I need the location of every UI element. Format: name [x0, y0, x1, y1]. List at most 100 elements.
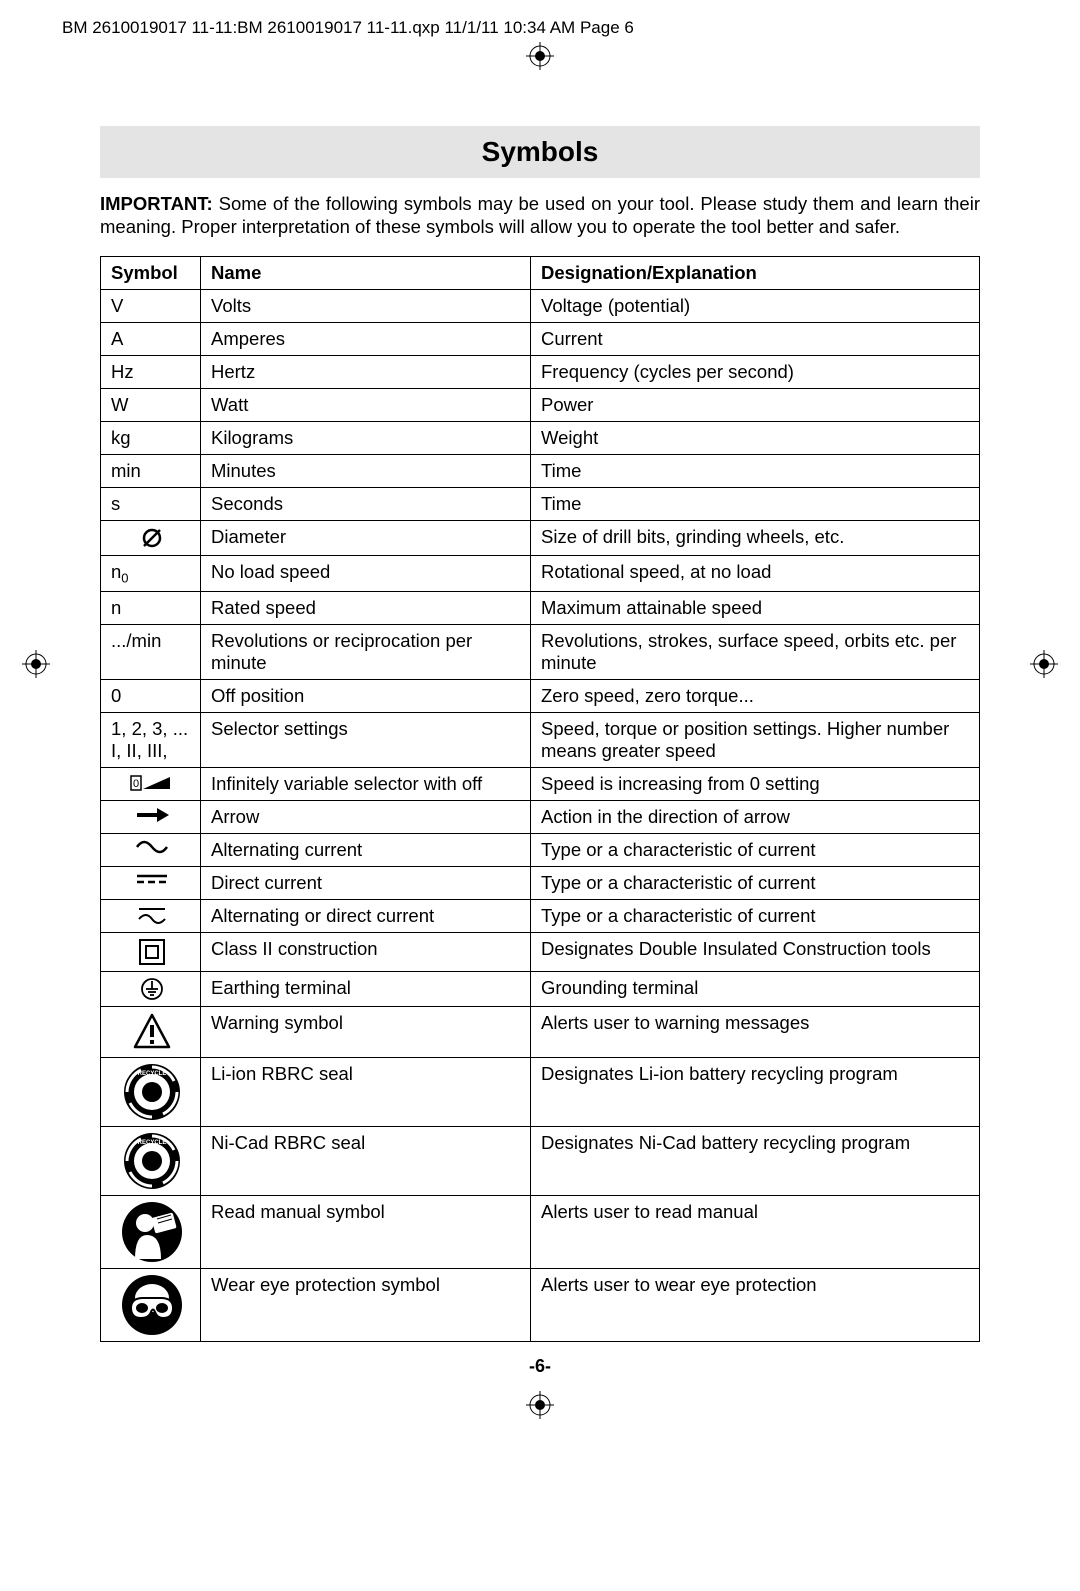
explanation-cell: Alerts user to wear eye protection [531, 1268, 980, 1341]
name-cell: Read manual symbol [201, 1195, 531, 1268]
explanation-cell: Revolutions, strokes, surface speed, orb… [531, 624, 980, 679]
page-number: -6- [100, 1356, 980, 1377]
table-row: HzHertzFrequency (cycles per second) [101, 356, 980, 389]
explanation-cell: Type or a characteristic of current [531, 866, 980, 899]
table-row: 0Infinitely variable selector with offSp… [101, 767, 980, 800]
name-cell: Rated speed [201, 591, 531, 624]
symbol-cell [101, 521, 201, 556]
explanation-cell: Type or a characteristic of current [531, 899, 980, 932]
symbol-cell [101, 971, 201, 1006]
ramp-icon: 0 [111, 773, 192, 793]
name-cell: Ni-Cad RBRC seal [201, 1126, 531, 1195]
registration-mark-top-icon [526, 42, 554, 70]
table-row: 0Off positionZero speed, zero torque... [101, 679, 980, 712]
col-header-explanation: Designation/Explanation [531, 257, 980, 290]
intro-text: Some of the following symbols may be use… [100, 193, 980, 237]
rbrc-icon: RECYCLE [111, 1132, 192, 1190]
name-cell: Watt [201, 389, 531, 422]
name-cell: Wear eye protection symbol [201, 1268, 531, 1341]
dc-icon [111, 872, 192, 886]
symbol-cell: n [101, 591, 201, 624]
name-cell: Hertz [201, 356, 531, 389]
symbol-cell: kg [101, 422, 201, 455]
rbrc-icon: RECYCLE [111, 1063, 192, 1121]
symbol-cell: Hz [101, 356, 201, 389]
symbol-cell: s [101, 488, 201, 521]
name-cell: Warning symbol [201, 1006, 531, 1057]
col-header-symbol: Symbol [101, 257, 201, 290]
explanation-cell: Time [531, 455, 980, 488]
name-cell: Volts [201, 290, 531, 323]
table-row: Read manual symbolAlerts user to read ma… [101, 1195, 980, 1268]
registration-mark-left-icon [22, 650, 50, 678]
symbol-cell [101, 932, 201, 971]
warning-icon [111, 1012, 192, 1052]
table-row: nRated speedMaximum attainable speed [101, 591, 980, 624]
svg-text:0: 0 [132, 778, 138, 790]
svg-text:RECYCLE: RECYCLE [137, 1071, 166, 1077]
table-header-row: Symbol Name Designation/Explanation [101, 257, 980, 290]
symbol-cell [101, 866, 201, 899]
explanation-cell: Time [531, 488, 980, 521]
registration-mark-right-icon [1030, 650, 1058, 678]
page-title: Symbols [100, 126, 980, 178]
table-row: RECYCLELi-ion RBRC sealDesignates Li-ion… [101, 1057, 980, 1126]
name-cell: Earthing terminal [201, 971, 531, 1006]
registration-mark-bottom-icon [526, 1391, 554, 1419]
explanation-cell: Frequency (cycles per second) [531, 356, 980, 389]
explanation-cell: Weight [531, 422, 980, 455]
name-cell: Alternating or direct current [201, 899, 531, 932]
name-cell: Revolutions or reciprocation per minute [201, 624, 531, 679]
svg-text:RECYCLE: RECYCLE [137, 1140, 166, 1146]
symbol-cell: RECYCLE [101, 1057, 201, 1126]
name-cell: Infinitely variable selector with off [201, 767, 531, 800]
name-cell: Minutes [201, 455, 531, 488]
name-cell: Class II construction [201, 932, 531, 971]
explanation-cell: Power [531, 389, 980, 422]
symbol-cell: 0 [101, 679, 201, 712]
explanation-cell: Grounding terminal [531, 971, 980, 1006]
name-cell: Kilograms [201, 422, 531, 455]
table-row: AAmperesCurrent [101, 323, 980, 356]
table-row: ArrowAction in the direction of arrow [101, 800, 980, 833]
print-header: BM 2610019017 11-11:BM 2610019017 11-11.… [0, 18, 1080, 38]
table-row: minMinutesTime [101, 455, 980, 488]
symbol-cell [101, 1195, 201, 1268]
explanation-cell: Alerts user to read manual [531, 1195, 980, 1268]
symbol-cell: RECYCLE [101, 1126, 201, 1195]
table-row: VVoltsVoltage (potential) [101, 290, 980, 323]
explanation-cell: Rotational speed, at no load [531, 556, 980, 592]
table-row: sSecondsTime [101, 488, 980, 521]
explanation-cell: Maximum attainable speed [531, 591, 980, 624]
acdc-icon [111, 905, 192, 925]
explanation-cell: Designates Double Insulated Construction… [531, 932, 980, 971]
explanation-cell: Alerts user to warning messages [531, 1006, 980, 1057]
explanation-cell: Speed, torque or position settings. High… [531, 712, 980, 767]
table-row: kgKilogramsWeight [101, 422, 980, 455]
diameter-icon [111, 526, 192, 550]
symbol-cell [101, 899, 201, 932]
intro-paragraph: IMPORTANT: Some of the following symbols… [100, 192, 980, 238]
symbols-table: Symbol Name Designation/Explanation VVol… [100, 256, 980, 1342]
symbol-cell: 1, 2, 3, ...I, II, III, [101, 712, 201, 767]
symbol-cell: A [101, 323, 201, 356]
symbol-cell [101, 1268, 201, 1341]
table-row: Direct currentType or a characteristic o… [101, 866, 980, 899]
symbol-cell: 0 [101, 767, 201, 800]
explanation-cell: Action in the direction of arrow [531, 800, 980, 833]
page: BM 2610019017 11-11:BM 2610019017 11-11.… [0, 0, 1080, 1459]
table-row: Class II constructionDesignates Double I… [101, 932, 980, 971]
name-cell: Seconds [201, 488, 531, 521]
explanation-cell: Zero speed, zero torque... [531, 679, 980, 712]
explanation-cell: Designates Li-ion battery recycling prog… [531, 1057, 980, 1126]
col-header-name: Name [201, 257, 531, 290]
name-cell: Arrow [201, 800, 531, 833]
explanation-cell: Voltage (potential) [531, 290, 980, 323]
table-row: RECYCLENi-Cad RBRC sealDesignates Ni-Cad… [101, 1126, 980, 1195]
explanation-cell: Size of drill bits, grinding wheels, etc… [531, 521, 980, 556]
name-cell: No load speed [201, 556, 531, 592]
table-row: .../minRevolutions or reciprocation per … [101, 624, 980, 679]
table-row: n0No load speedRotational speed, at no l… [101, 556, 980, 592]
table-row: Warning symbolAlerts user to warning mes… [101, 1006, 980, 1057]
manual-icon [111, 1201, 192, 1263]
